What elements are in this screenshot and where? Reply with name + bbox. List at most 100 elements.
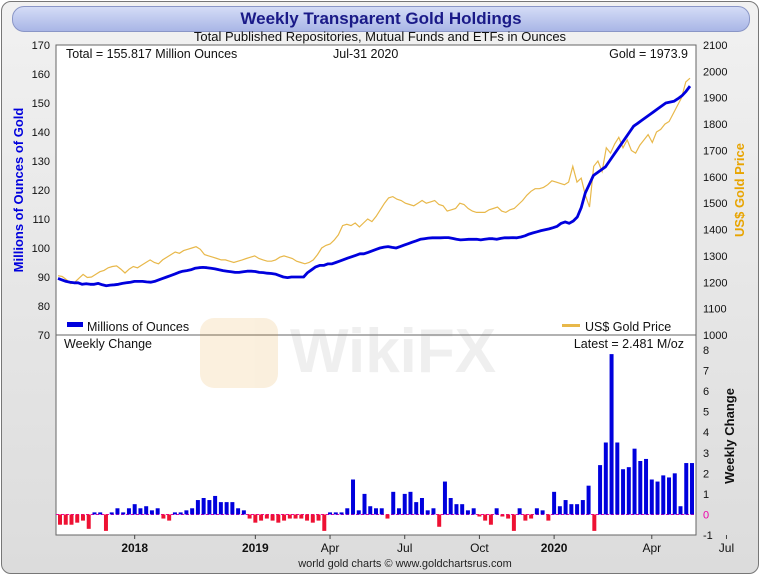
- weekly-change-bar: [385, 514, 390, 519]
- weekly-change-bar: [92, 512, 97, 515]
- weekly-change-bar: [437, 514, 442, 527]
- weekly-change-bar: [167, 514, 172, 521]
- left-tick-label: 80: [38, 301, 50, 313]
- weekly-tick-label: 6: [703, 386, 709, 398]
- weekly-change-bar: [161, 514, 166, 519]
- weekly-change-bar: [75, 514, 80, 523]
- left-tick-label: 110: [32, 214, 50, 226]
- weekly-change-bar: [98, 512, 103, 515]
- chart-subtitle: Total Published Repositories, Mutual Fun…: [193, 29, 567, 44]
- weekly-change-bar: [672, 473, 677, 515]
- weekly-tick-label: 5: [703, 407, 709, 419]
- weekly-change-bar: [310, 514, 315, 523]
- right-tick-label: 2100: [703, 40, 727, 52]
- weekly-change-bar: [69, 514, 74, 525]
- watermark: WikiFX: [200, 317, 496, 388]
- weekly-change-bar: [287, 514, 292, 519]
- weekly-change-bar: [586, 485, 591, 515]
- weekly-change-bar: [253, 514, 258, 523]
- x-tick-label: Oct: [470, 541, 489, 555]
- weekly-change-bar: [345, 508, 350, 515]
- weekly-change-bar: [511, 514, 516, 531]
- right-tick-label: 1600: [703, 172, 727, 184]
- weekly-change-bar: [299, 514, 304, 519]
- weekly-change-bar: [144, 506, 149, 515]
- weekly-change-bar: [351, 479, 356, 515]
- weekly-change-bar: [557, 506, 562, 515]
- left-axis-title: Millions of Ounces of Gold: [11, 108, 26, 273]
- weekly-change-bar: [218, 502, 223, 515]
- legend: Millions of Ounces US$ Gold Price: [67, 320, 671, 334]
- gold-price-annotation: Gold = 1973.9: [609, 47, 688, 61]
- weekly-change-bar: [86, 514, 91, 529]
- weekly-change-bar: [678, 506, 683, 515]
- right-tick-label: 1900: [703, 93, 727, 105]
- weekly-change-bar: [207, 500, 212, 515]
- left-tick-label: 130: [32, 156, 50, 168]
- weekly-change-bar: [632, 448, 637, 515]
- latest-annotation: Latest = 2.481 M/oz: [574, 337, 684, 351]
- weekly-tick-label: 7: [703, 366, 709, 378]
- weekly-change-bar: [276, 514, 281, 523]
- weekly-change-bar: [264, 514, 269, 519]
- weekly-change-bar: [63, 514, 68, 525]
- weekly-tick-label: 1: [703, 489, 709, 501]
- weekly-change-bar: [506, 514, 511, 519]
- weekly-change-bar: [109, 512, 114, 515]
- weekly-change-bar: [517, 508, 522, 515]
- weekly-change-bar: [483, 514, 488, 521]
- legend-price-swatch: [562, 324, 580, 327]
- weekly-change-bar: [241, 510, 246, 515]
- weekly-change-bar: [408, 491, 413, 515]
- watermark-text: WikiFX: [290, 317, 496, 386]
- x-tick-label: 2018: [121, 541, 148, 555]
- x-tick-label: Apr: [321, 541, 340, 555]
- weekly-change-bar: [442, 481, 447, 515]
- weekly-change-bar: [540, 510, 545, 515]
- weekly-change-bar: [580, 500, 585, 515]
- weekly-change-bar: [121, 512, 126, 515]
- weekly-change-bar: [356, 510, 361, 515]
- weekly-tick-label: 0: [703, 509, 709, 521]
- weekly-change-bar: [282, 514, 287, 521]
- weekly-change-bar: [184, 510, 189, 515]
- weekly-change-bar: [396, 508, 401, 515]
- weekly-change-bar: [488, 514, 493, 525]
- weekly-change-bar: [690, 463, 694, 515]
- weekly-change-bar: [80, 514, 85, 521]
- weekly-change-bar: [534, 508, 539, 515]
- weekly-change-bar: [414, 502, 419, 515]
- weekly-change-bar: [115, 508, 120, 515]
- weekly-tick-label: 3: [703, 448, 709, 460]
- weekly-change-title: Weekly Change: [64, 337, 152, 351]
- weekly-change-bar: [236, 508, 241, 515]
- right-tick-label: 1300: [703, 251, 727, 263]
- weekly-change-bar: [465, 510, 470, 515]
- footer-credit: world gold charts © www.goldchartsrus.co…: [297, 558, 512, 570]
- left-tick-label: 160: [32, 69, 50, 81]
- right-tick-label: 1400: [703, 225, 727, 237]
- right-tick-label: 1800: [703, 119, 727, 131]
- weekly-change-bar: [178, 512, 183, 515]
- date-annotation: Jul-31 2020: [333, 47, 398, 61]
- right-tick-label: 1500: [703, 198, 727, 210]
- weekly-change-bar: [379, 508, 384, 515]
- weekly-change-bar: [592, 514, 597, 531]
- title-bar: Weekly Transparent Gold Holdings: [12, 6, 750, 32]
- x-tick-label: 2019: [242, 541, 269, 555]
- x-tick-label: Jul: [397, 541, 412, 555]
- weekly-change-bar: [316, 514, 321, 521]
- weekly-change-bar: [649, 479, 654, 515]
- weekly-change-bar: [402, 493, 407, 515]
- weekly-change-bar: [684, 463, 689, 515]
- weekly-change-bar: [609, 354, 614, 515]
- x-tick-label: 2020: [541, 541, 568, 555]
- weekly-change-bar: [477, 514, 482, 517]
- weekly-change-bar: [190, 508, 195, 515]
- weekly-change-bar: [454, 504, 459, 515]
- legend-price-label: US$ Gold Price: [585, 320, 671, 334]
- left-tick-label: 90: [38, 272, 50, 284]
- x-tick-label: Apr: [642, 541, 661, 555]
- weekly-change-bar: [172, 512, 177, 515]
